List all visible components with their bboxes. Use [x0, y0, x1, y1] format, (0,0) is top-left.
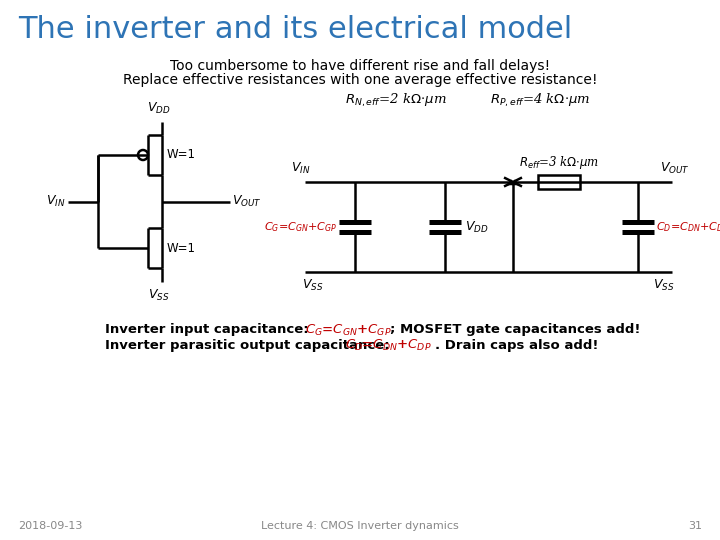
Text: $V_{OUT}$: $V_{OUT}$	[660, 161, 690, 176]
Text: 2018-09-13: 2018-09-13	[18, 521, 82, 531]
Text: . Drain caps also add!: . Drain caps also add!	[435, 339, 598, 352]
Text: Inverter parasitic output capacitance:: Inverter parasitic output capacitance:	[105, 339, 395, 352]
Text: 31: 31	[688, 521, 702, 531]
Text: Too cumbersome to have different rise and fall delays!: Too cumbersome to have different rise an…	[170, 59, 550, 73]
Text: Inverter input capacitance:: Inverter input capacitance:	[105, 323, 313, 336]
Text: $V_{IN}$: $V_{IN}$	[45, 194, 65, 209]
Text: $R_{P,eff}$=4 k$\Omega$$\cdot\mu$m: $R_{P,eff}$=4 k$\Omega$$\cdot\mu$m	[490, 91, 590, 109]
Text: $C_G$=$C_{GN}$+$C_{GP}$: $C_G$=$C_{GN}$+$C_{GP}$	[305, 322, 392, 338]
Text: $V_{SS}$: $V_{SS}$	[148, 288, 170, 303]
Text: W=1: W=1	[167, 241, 196, 254]
Text: Lecture 4: CMOS Inverter dynamics: Lecture 4: CMOS Inverter dynamics	[261, 521, 459, 531]
Text: $C_G$=$C_{GN}$+$C_{GP}$: $C_G$=$C_{GN}$+$C_{GP}$	[264, 220, 337, 234]
Text: $V_{OUT}$: $V_{OUT}$	[232, 194, 262, 209]
Text: $V_{IN}$: $V_{IN}$	[292, 161, 311, 176]
Text: $C_D$=$C_{DN}$+$C_{DP}$: $C_D$=$C_{DN}$+$C_{DP}$	[656, 220, 720, 234]
Text: $V_{SS}$: $V_{SS}$	[653, 278, 675, 293]
Text: W=1: W=1	[167, 148, 196, 161]
Text: Replace effective resistances with one average effective resistance!: Replace effective resistances with one a…	[122, 73, 598, 87]
Text: $R_{eff}$=3 k$\Omega$$\cdot\mu$m: $R_{eff}$=3 k$\Omega$$\cdot\mu$m	[519, 154, 599, 171]
Text: ; MOSFET gate capacitances add!: ; MOSFET gate capacitances add!	[390, 323, 641, 336]
Text: $C_D$=$C_{DN}$+$C_{DP}$: $C_D$=$C_{DN}$+$C_{DP}$	[345, 338, 431, 353]
Bar	[538, 175, 580, 189]
Text: $V_{DD}$: $V_{DD}$	[147, 101, 171, 116]
Text: $V_{DD}$: $V_{DD}$	[465, 219, 489, 234]
Text: The inverter and its electrical model: The inverter and its electrical model	[18, 16, 572, 44]
Text: $V_{SS}$: $V_{SS}$	[302, 278, 324, 293]
Text: $R_{N,eff}$=2 k$\Omega$$\cdot\mu$m: $R_{N,eff}$=2 k$\Omega$$\cdot\mu$m	[345, 91, 446, 109]
